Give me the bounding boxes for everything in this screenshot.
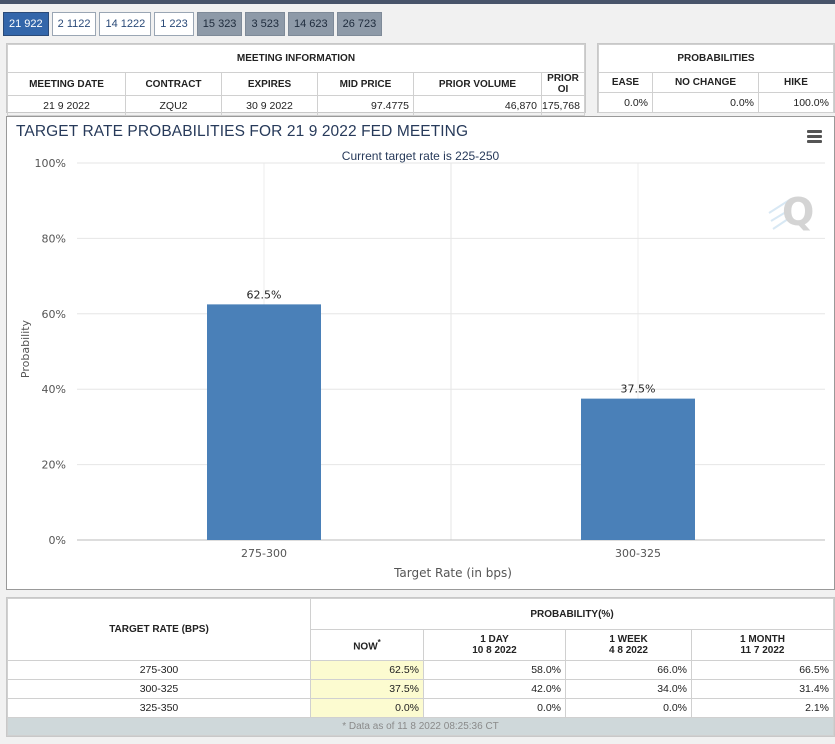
tab-meeting[interactable]: 15 323 [196, 12, 243, 36]
probability-history-panel: TARGET RATE (BPS) PROBABILITY(%) NOW* 1 … [6, 597, 835, 737]
prior-volume-value: 46,870 [413, 95, 542, 116]
y-tick-label: 20% [42, 459, 66, 472]
header-1-month-label: 1 MONTH [740, 634, 785, 645]
header-probability: PROBABILITY(%) [310, 598, 834, 630]
chart-subtitle: Current target rate is 225-250 [341, 149, 500, 163]
tab-meeting[interactable]: 1 223 [154, 12, 194, 36]
bar-data-label: 62.5% [247, 288, 282, 301]
tab-meeting[interactable]: 21 922 [3, 12, 49, 36]
rate-cell: 275-300 [7, 660, 311, 680]
no-change-value: 0.0% [652, 92, 759, 113]
tab-meeting[interactable]: 3 523 [245, 12, 285, 36]
now-cell: 0.0% [310, 698, 424, 718]
now-cell: 37.5% [310, 679, 424, 699]
week-cell: 66.0% [565, 660, 692, 680]
meeting-information-table: MEETING INFORMATION MEETING DATE CONTRAC… [7, 44, 585, 116]
y-tick-label: 80% [42, 232, 66, 245]
header-hike: HIKE [758, 72, 834, 93]
header-1-day-label: 1 DAY [480, 634, 509, 645]
bar [207, 304, 321, 540]
header-ease: EASE [598, 72, 653, 93]
chart-panel: TARGET RATE PROBABILITIES FOR 21 9 2022 … [6, 116, 835, 590]
header-no-change: NO CHANGE [652, 72, 759, 93]
x-tick-label: 275-300 [241, 547, 287, 560]
week-cell: 0.0% [565, 698, 692, 718]
expires-value: 30 9 2022 [221, 95, 318, 116]
header-contract: CONTRACT [125, 72, 222, 96]
meeting-information-title: MEETING INFORMATION [7, 44, 585, 73]
header-now: NOW* [310, 629, 424, 661]
day-cell: 58.0% [423, 660, 566, 680]
week-cell: 34.0% [565, 679, 692, 699]
top-bar [0, 0, 835, 4]
chart-title: TARGET RATE PROBABILITIES FOR 21 9 2022 … [16, 123, 469, 140]
tab-meeting[interactable]: 2 1122 [51, 12, 97, 36]
header-1-week: 1 WEEK 4 8 2022 [565, 629, 692, 661]
month-cell: 31.4% [691, 679, 834, 699]
probabilities-table: PROBABILITIES EASE NO CHANGE HIKE 0.0% 0… [598, 44, 834, 113]
x-axis-label: Target Rate (in bps) [393, 566, 512, 580]
watermark-letter: Q [782, 190, 814, 234]
hike-value: 100.0% [758, 92, 834, 113]
x-tick-label: 300-325 [615, 547, 661, 560]
meeting-date-value: 21 9 2022 [7, 95, 126, 116]
month-cell: 2.1% [691, 698, 834, 718]
y-tick-label: 100% [35, 157, 66, 170]
watermark-logo-icon: Q [768, 190, 814, 234]
contract-value: ZQU2 [125, 95, 222, 116]
header-1-week-label: 1 WEEK [609, 634, 648, 645]
rate-cell: 325-350 [7, 698, 311, 718]
chart-plot: Q 0% 20% 40% 60% 80% 100% 62.5% 275-300 37.5% 30… [19, 157, 825, 580]
probability-history-table: TARGET RATE (BPS) PROBABILITY(%) NOW* 1 … [7, 598, 834, 736]
prior-oi-value: 175,768 [541, 95, 585, 116]
header-target-rate: TARGET RATE (BPS) [7, 598, 311, 661]
tab-meeting[interactable]: 26 723 [336, 12, 383, 36]
meeting-tabs: 21 922 2 1122 14 1222 1 223 15 323 3 523… [3, 12, 385, 36]
probabilities-panel: PROBABILITIES EASE NO CHANGE HIKE 0.0% 0… [597, 43, 835, 113]
day-cell: 0.0% [423, 698, 566, 718]
header-now-mark: * [377, 637, 381, 647]
tab-meeting[interactable]: 14 1222 [99, 12, 152, 36]
mid-price-value: 97.4775 [317, 95, 414, 116]
now-cell: 62.5% [310, 660, 424, 680]
header-1-month-date: 11 7 2022 [740, 645, 785, 656]
header-now-label: NOW [353, 641, 378, 653]
header-meeting-date: MEETING DATE [7, 72, 126, 96]
tab-meeting[interactable]: 14 623 [287, 12, 334, 36]
bar-data-label: 37.5% [621, 383, 656, 396]
header-1-day-date: 10 8 2022 [472, 645, 517, 656]
table-row: 300-325 37.5% 42.0% 34.0% 31.4% [7, 679, 834, 699]
data-timestamp-footnote: * Data as of 11 8 2022 08:25:36 CT [7, 717, 834, 736]
day-cell: 42.0% [423, 679, 566, 699]
meeting-information-panel: MEETING INFORMATION MEETING DATE CONTRAC… [6, 43, 586, 116]
header-expires: EXPIRES [221, 72, 318, 96]
header-1-week-date: 4 8 2022 [609, 645, 648, 656]
y-tick-label: 60% [42, 308, 66, 321]
table-row: 275-300 62.5% 58.0% 66.0% 66.5% [7, 660, 834, 680]
bar [581, 398, 695, 540]
y-tick-label: 0% [49, 534, 66, 547]
month-cell: 66.5% [691, 660, 834, 680]
header-mid-price: MID PRICE [317, 72, 414, 96]
y-axis-label: Probability [19, 319, 32, 378]
header-prior-volume: PRIOR VOLUME [413, 72, 542, 96]
chart-menu-icon[interactable] [807, 130, 822, 145]
probabilities-title: PROBABILITIES [598, 44, 834, 73]
header-prior-oi: PRIOR OI [541, 72, 585, 96]
y-tick-label: 40% [42, 383, 66, 396]
rate-cell: 300-325 [7, 679, 311, 699]
header-1-day: 1 DAY 10 8 2022 [423, 629, 566, 661]
ease-value: 0.0% [598, 92, 653, 113]
header-1-month: 1 MONTH 11 7 2022 [691, 629, 834, 661]
table-row: 325-350 0.0% 0.0% 0.0% 2.1% [7, 698, 834, 718]
